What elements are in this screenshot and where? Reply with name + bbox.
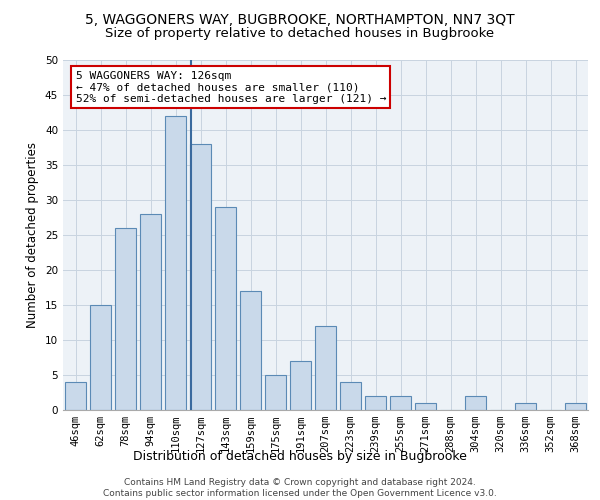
Text: Contains HM Land Registry data © Crown copyright and database right 2024.
Contai: Contains HM Land Registry data © Crown c… xyxy=(103,478,497,498)
Bar xyxy=(90,305,111,410)
Y-axis label: Number of detached properties: Number of detached properties xyxy=(26,142,40,328)
Bar xyxy=(165,116,186,410)
Bar xyxy=(240,291,261,410)
Bar xyxy=(390,396,411,410)
Bar xyxy=(365,396,386,410)
Bar xyxy=(290,361,311,410)
Bar xyxy=(515,403,536,410)
Bar xyxy=(215,207,236,410)
Text: Distribution of detached houses by size in Bugbrooke: Distribution of detached houses by size … xyxy=(133,450,467,463)
Text: Size of property relative to detached houses in Bugbrooke: Size of property relative to detached ho… xyxy=(106,28,494,40)
Bar xyxy=(140,214,161,410)
Text: 5, WAGGONERS WAY, BUGBROOKE, NORTHAMPTON, NN7 3QT: 5, WAGGONERS WAY, BUGBROOKE, NORTHAMPTON… xyxy=(85,12,515,26)
Bar xyxy=(190,144,211,410)
Bar xyxy=(315,326,336,410)
Bar xyxy=(340,382,361,410)
Text: 5 WAGGONERS WAY: 126sqm
← 47% of detached houses are smaller (110)
52% of semi-d: 5 WAGGONERS WAY: 126sqm ← 47% of detache… xyxy=(76,70,386,104)
Bar xyxy=(465,396,486,410)
Bar xyxy=(115,228,136,410)
Bar xyxy=(415,403,436,410)
Bar xyxy=(265,375,286,410)
Bar xyxy=(565,403,586,410)
Bar xyxy=(65,382,86,410)
